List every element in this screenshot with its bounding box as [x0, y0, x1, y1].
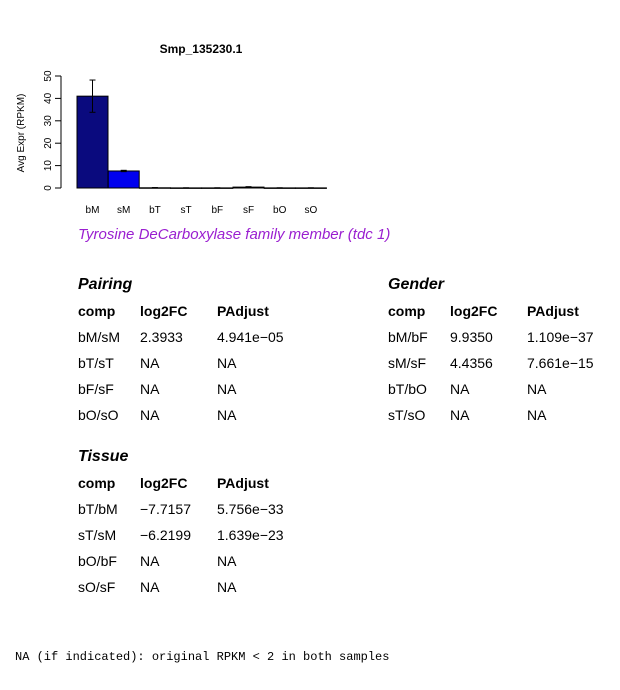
table-row: bT/bM −7.7157 5.756e−33 [78, 496, 307, 522]
col-comp: comp [388, 303, 426, 319]
cell-log2fc: NA [140, 407, 160, 423]
cell-log2fc: 9.9350 [450, 329, 493, 345]
cell-padjust: NA [217, 381, 237, 397]
cell-comp: sO/sF [78, 579, 116, 595]
tissue-title: Tissue [78, 448, 129, 465]
table-row: sT/sM −6.2199 1.639e−23 [78, 522, 307, 548]
x-tick-label-sT: sT [181, 205, 192, 216]
y-tick-label: 30 [43, 115, 54, 127]
table-row: bT/bO NA NA [388, 376, 617, 402]
col-comp: comp [78, 303, 116, 319]
cell-comp: bT/bO [388, 381, 427, 397]
cell-padjust: NA [217, 407, 237, 423]
cell-comp: sM/sF [388, 355, 427, 371]
col-padjust: PAdjust [527, 303, 579, 319]
cell-comp: bT/bM [78, 501, 118, 517]
pairing-title: Pairing [78, 276, 133, 293]
cell-padjust: 1.109e−37 [527, 329, 594, 345]
footnote: NA (if indicated): original RPKM < 2 in … [15, 650, 390, 664]
cell-comp: bM/sM [78, 329, 120, 345]
bar-sM [107, 170, 140, 189]
bar-series [76, 79, 327, 189]
table-header: comp log2FC PAdjust [78, 298, 307, 324]
cell-comp: bT/sT [78, 355, 114, 371]
y-tick-label: 40 [43, 92, 54, 104]
cell-padjust: NA [527, 407, 547, 423]
cell-comp: bO/bF [78, 553, 117, 569]
col-log2fc: log2FC [450, 303, 498, 319]
cell-padjust: NA [527, 381, 547, 397]
table-row: sT/sO NA NA [388, 402, 617, 428]
cell-padjust: NA [217, 553, 237, 569]
table-header: comp log2FC PAdjust [388, 298, 617, 324]
x-tick-label-bT: bT [149, 205, 161, 216]
cell-padjust: NA [217, 579, 237, 595]
x-tick-labels: bM sM bT sT bF sF bO sO [86, 205, 318, 216]
x-tick-label-bM: bM [86, 205, 100, 216]
cell-log2fc: −7.7157 [140, 501, 191, 517]
col-log2fc: log2FC [140, 303, 188, 319]
x-tick-label-bO: bO [273, 205, 287, 216]
y-tick-label: 0 [43, 185, 54, 191]
x-tick-label-sF: sF [243, 205, 254, 216]
cell-comp: bF/sF [78, 381, 114, 397]
cell-comp: sT/sM [78, 527, 117, 543]
col-padjust: PAdjust [217, 303, 269, 319]
cell-padjust: 1.639e−23 [217, 527, 284, 543]
y-tick-label: 10 [43, 160, 54, 172]
cell-comp: bM/bF [388, 329, 428, 345]
table-row: sM/sF 4.4356 7.661e−15 [388, 350, 617, 376]
cell-log2fc: NA [450, 381, 470, 397]
cell-padjust: 5.756e−33 [217, 501, 284, 517]
cell-log2fc: −6.2199 [140, 527, 191, 543]
cell-log2fc: NA [140, 381, 160, 397]
table-row: bF/sF NA NA [78, 376, 307, 402]
cell-padjust: 4.941e−05 [217, 329, 284, 345]
table-row: bM/bF 9.9350 1.109e−37 [388, 324, 617, 350]
cell-log2fc: NA [140, 355, 160, 371]
bar-chart: 0 10 20 30 40 50 bM sM bT sT bF sF bO sO Avg Expr (R… [16, 70, 327, 216]
cell-padjust: NA [217, 355, 237, 371]
gender-stats: Gender comp log2FC PAdjust bM/bF 9.9350 … [388, 276, 617, 428]
table-row: bT/sT NA NA [78, 350, 307, 376]
y-tick-label: 20 [43, 137, 54, 149]
table-row: sO/sF NA NA [78, 574, 307, 600]
gender-title: Gender [388, 276, 445, 293]
cell-log2fc: NA [140, 553, 160, 569]
col-log2fc: log2FC [140, 475, 188, 491]
cell-log2fc: NA [450, 407, 470, 423]
col-padjust: PAdjust [217, 475, 269, 491]
x-tick-label-sM: sM [117, 205, 130, 216]
cell-padjust: 7.661e−15 [527, 355, 594, 371]
table-header: comp log2FC PAdjust [78, 470, 307, 496]
x-tick-label-sO: sO [305, 205, 318, 216]
cell-log2fc: 2.3933 [140, 329, 183, 345]
cell-log2fc: 4.4356 [450, 355, 493, 371]
cell-comp: sT/sO [388, 407, 426, 423]
y-axis: 0 10 20 30 40 50 [43, 70, 62, 191]
col-comp: comp [78, 475, 116, 491]
table-row: bO/bF NA NA [78, 548, 307, 574]
pairing-stats: Pairing comp log2FC PAdjust bM/sM 2.3933… [78, 276, 307, 428]
table-row: bO/sO NA NA [78, 402, 307, 428]
gene-description: Tyrosine DeCarboxylase family member (td… [78, 226, 391, 243]
cell-comp: bO/sO [78, 407, 119, 423]
y-tick-label: 50 [43, 70, 54, 82]
cell-log2fc: NA [140, 579, 160, 595]
table-row: bM/sM 2.3933 4.941e−05 [78, 324, 307, 350]
tissue-stats: Tissue comp log2FC PAdjust bT/bM −7.7157… [78, 448, 307, 600]
y-axis-label: Avg Expr (RPKM) [16, 94, 27, 173]
x-tick-label-bF: bF [211, 205, 223, 216]
chart-title: Smp_135230.1 [159, 42, 243, 56]
